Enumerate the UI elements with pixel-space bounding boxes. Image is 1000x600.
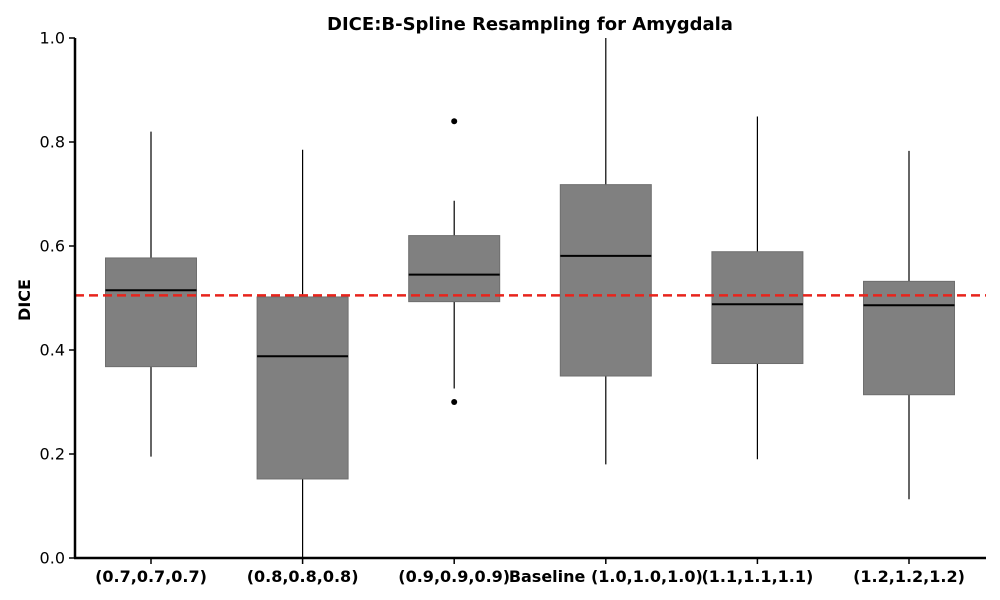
- y-axis-label: DICE: [15, 279, 34, 321]
- x-tick-label: (0.8,0.8,0.8): [247, 567, 359, 586]
- box-rect: [559, 184, 652, 377]
- x-tick-label: (1.2,1.2,1.2): [853, 567, 965, 586]
- chart-title: DICE:B-Spline Resampling for Amygdala: [327, 14, 733, 35]
- y-tick-label: 0.2: [40, 445, 65, 464]
- box-group: [863, 150, 955, 500]
- box-group: [559, 38, 652, 465]
- x-tick-label: (0.9,0.9,0.9): [398, 567, 510, 586]
- box-rect: [863, 280, 955, 396]
- x-tick-label: Baseline (1.0,1.0,1.0): [509, 567, 703, 586]
- box-rect: [408, 235, 501, 303]
- box-rect: [256, 296, 349, 480]
- y-tick-label: 1.0: [40, 29, 65, 48]
- x-tick-label: (1.1,1.1,1.1): [701, 567, 813, 586]
- y-tick-label: 0.0: [40, 549, 65, 568]
- box-rect: [711, 251, 804, 365]
- box-group: [711, 116, 804, 460]
- box-rect: [105, 257, 197, 368]
- box-group: [105, 131, 197, 457]
- outlier-point: [451, 399, 458, 405]
- plot-area: [75, 38, 986, 558]
- y-tick-label: 0.4: [40, 341, 65, 360]
- x-tick-label: (0.7,0.7,0.7): [95, 567, 207, 586]
- y-tick-label: 0.6: [40, 237, 65, 256]
- box-group: [256, 149, 349, 558]
- y-tick-label: 0.8: [40, 133, 65, 152]
- box-group: [408, 118, 501, 405]
- outlier-point: [451, 118, 458, 125]
